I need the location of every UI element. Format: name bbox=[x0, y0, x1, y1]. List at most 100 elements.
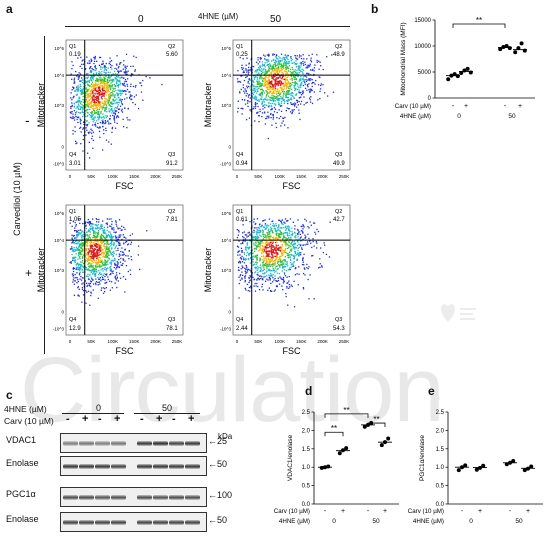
flow-event bbox=[274, 224, 276, 226]
flow-event bbox=[115, 221, 117, 223]
flow-event bbox=[246, 270, 249, 272]
flow-event bbox=[284, 70, 287, 72]
flow-event bbox=[267, 237, 269, 239]
flow-event bbox=[95, 90, 98, 93]
flow-event bbox=[263, 84, 265, 86]
flow-event bbox=[103, 229, 105, 231]
flow-event bbox=[119, 63, 121, 65]
flow-event bbox=[90, 264, 92, 266]
flow-event bbox=[283, 280, 285, 283]
flow-event bbox=[264, 111, 266, 113]
flow-event bbox=[91, 135, 94, 137]
flow-event bbox=[243, 90, 245, 92]
flow-event bbox=[113, 84, 115, 86]
flow-event bbox=[278, 90, 280, 92]
flow-event bbox=[134, 86, 137, 88]
flow-event bbox=[287, 58, 289, 61]
flow-event bbox=[72, 129, 74, 132]
flow-event bbox=[283, 266, 285, 268]
flow-event bbox=[98, 75, 100, 77]
flow-event bbox=[264, 68, 267, 71]
flow-event bbox=[94, 233, 96, 235]
flow-event bbox=[300, 86, 302, 88]
flow-event bbox=[90, 128, 92, 130]
flow-event bbox=[270, 242, 272, 244]
flow-event bbox=[272, 84, 274, 86]
flow-event bbox=[294, 82, 297, 84]
flow-event bbox=[301, 230, 304, 232]
flow-event bbox=[117, 101, 119, 103]
flow-event bbox=[295, 254, 298, 256]
flow-event bbox=[254, 102, 257, 104]
flow-event bbox=[271, 258, 274, 260]
flow-event bbox=[86, 125, 88, 127]
flow-event bbox=[276, 96, 278, 98]
flow-event bbox=[268, 101, 270, 104]
flow-event bbox=[119, 77, 121, 79]
flow-event bbox=[116, 68, 118, 70]
flow-event bbox=[266, 99, 268, 102]
flow-event bbox=[284, 218, 287, 220]
flow-event bbox=[94, 122, 96, 124]
flow-event bbox=[282, 75, 285, 77]
flow-event bbox=[312, 68, 314, 71]
flow-event bbox=[300, 252, 302, 254]
flow-event bbox=[114, 247, 116, 250]
flow-event bbox=[268, 99, 270, 101]
flow-event bbox=[298, 56, 301, 58]
flow-event bbox=[294, 242, 296, 245]
flow-event bbox=[265, 250, 268, 252]
flow-event bbox=[87, 284, 89, 287]
flow-event bbox=[275, 248, 277, 250]
flow-event bbox=[275, 68, 277, 70]
flow-event bbox=[282, 289, 284, 291]
flow-event bbox=[110, 269, 112, 271]
flow-event bbox=[285, 65, 288, 67]
flow-event bbox=[96, 221, 98, 223]
flow-event bbox=[313, 245, 315, 247]
flow-event bbox=[272, 91, 274, 93]
flow-event bbox=[110, 102, 112, 104]
flow-event bbox=[120, 229, 122, 231]
flow-event bbox=[274, 95, 276, 98]
flow-event bbox=[252, 264, 254, 266]
flow-event bbox=[281, 97, 283, 99]
flow-event bbox=[92, 124, 94, 126]
flow-event bbox=[130, 98, 132, 101]
flow-event bbox=[267, 63, 269, 66]
flow-event bbox=[261, 276, 263, 278]
flow-event bbox=[276, 272, 278, 274]
flow-event bbox=[110, 254, 113, 256]
flow-event bbox=[277, 268, 279, 270]
flow-event bbox=[296, 259, 298, 261]
flow-event bbox=[282, 82, 284, 85]
flow-event bbox=[268, 218, 271, 220]
x-tick-label: 250K bbox=[339, 174, 350, 179]
flow-event bbox=[127, 255, 129, 257]
flow-event bbox=[70, 106, 72, 108]
flow-event bbox=[312, 238, 314, 240]
flow-event bbox=[279, 257, 281, 259]
flow-event bbox=[272, 88, 274, 90]
flow-event bbox=[103, 231, 105, 233]
flow-event bbox=[264, 70, 267, 72]
flow-event bbox=[124, 69, 127, 71]
flow-event bbox=[121, 108, 123, 110]
flow-event bbox=[275, 69, 278, 71]
flow-event bbox=[300, 236, 302, 238]
flow-event bbox=[111, 287, 113, 289]
flow-event bbox=[270, 86, 272, 88]
flow-event bbox=[94, 224, 96, 226]
flow-event bbox=[81, 91, 83, 93]
flow-event bbox=[109, 225, 111, 227]
flow-event bbox=[112, 87, 114, 89]
flow-event bbox=[268, 65, 270, 68]
flow-event bbox=[88, 88, 90, 90]
flow-event bbox=[316, 247, 318, 249]
flow-event bbox=[75, 224, 77, 226]
flow-event bbox=[285, 79, 287, 81]
flow-event bbox=[77, 121, 79, 124]
flow-event bbox=[84, 68, 86, 70]
flow-event bbox=[294, 63, 296, 65]
flow-event bbox=[288, 247, 290, 249]
